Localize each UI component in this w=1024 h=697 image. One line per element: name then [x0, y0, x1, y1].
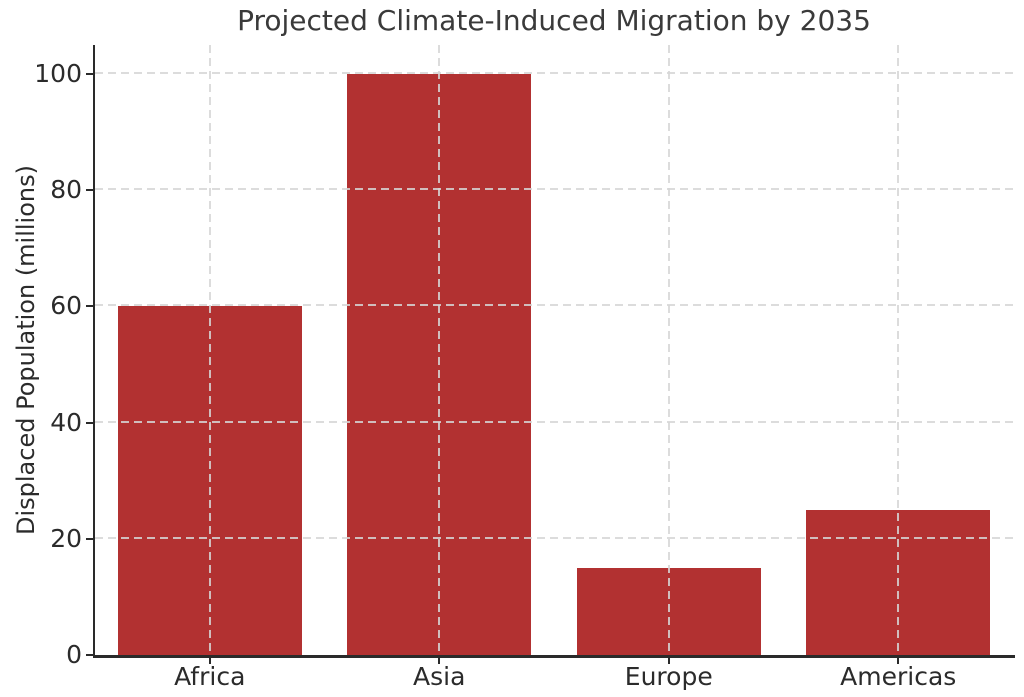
chart-title: Projected Climate-Induced Migration by 2… [237, 4, 871, 37]
y-tick-mark-20 [86, 537, 93, 540]
x-tick-label-europe: Europe [624, 662, 713, 691]
y-tick-label-80: 80 [50, 175, 82, 205]
y-tick-label-20: 20 [50, 523, 82, 553]
v-gridline-europe [667, 45, 670, 655]
x-tick-label-africa: Africa [174, 662, 246, 691]
y-tick-mark-80 [86, 189, 93, 192]
y-tick-label-60: 60 [50, 291, 82, 321]
y-axis-label: Displaced Population (millions) [12, 165, 40, 535]
v-gridline-americas [897, 45, 900, 655]
h-gridline-20 [95, 536, 1013, 539]
y-tick-mark-100 [86, 73, 93, 76]
y-tick-label-0: 0 [66, 640, 82, 669]
x-tick-mark-americas [897, 658, 900, 664]
v-gridline-africa [208, 45, 211, 655]
h-gridline-80 [95, 188, 1013, 191]
x-tick-mark-asia [438, 658, 441, 664]
x-tick-mark-europe [667, 658, 670, 664]
y-axis-spine [93, 45, 95, 658]
h-gridline-100 [95, 72, 1013, 75]
y-tick-mark-60 [86, 305, 93, 308]
y-tick-mark-0 [86, 654, 93, 656]
plot-area [95, 45, 1013, 655]
x-tick-mark-africa [208, 658, 211, 664]
y-tick-label-40: 40 [50, 407, 82, 437]
v-gridline-asia [438, 45, 441, 655]
h-gridline-40 [95, 420, 1013, 423]
y-tick-label-100: 100 [34, 59, 82, 89]
x-axis-spine [93, 655, 1015, 658]
x-tick-label-asia: Asia [413, 662, 466, 691]
h-gridline-60 [95, 304, 1013, 307]
x-tick-label-americas: Americas [840, 662, 957, 691]
y-tick-mark-40 [86, 421, 93, 424]
